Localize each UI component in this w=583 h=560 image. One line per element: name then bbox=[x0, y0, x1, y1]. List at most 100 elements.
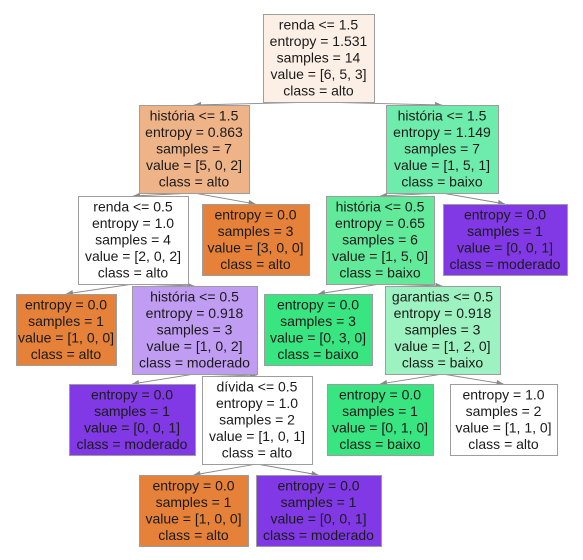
node-text-line: value = [0, 1, 0] bbox=[332, 419, 428, 435]
node-box bbox=[202, 204, 310, 276]
node-text-line: value = [1, 0, 2] bbox=[146, 338, 242, 354]
node-text-line: entropy = 0.918 bbox=[146, 305, 244, 321]
node-text-line: samples = 3 bbox=[157, 322, 233, 338]
tree-edge bbox=[65, 283, 134, 295]
node-box bbox=[327, 384, 434, 456]
node-box bbox=[69, 384, 196, 456]
tree-edge bbox=[193, 192, 256, 205]
node-text-line: samples = 2 bbox=[219, 412, 295, 428]
node-text-line: class = alto bbox=[158, 527, 229, 543]
node-box bbox=[450, 384, 558, 456]
node-box bbox=[264, 294, 373, 366]
node-text-line: samples = 3 bbox=[280, 313, 356, 329]
node-text-line: value = [3, 0, 0] bbox=[207, 239, 303, 255]
node-text-line: história <= 0.5 bbox=[336, 199, 425, 215]
node-text-line: class = baixo bbox=[339, 265, 421, 281]
node-text-line: class = baixo bbox=[339, 436, 421, 452]
node-text-line: class = alto bbox=[159, 174, 230, 190]
node-box bbox=[326, 196, 435, 285]
node-text-line: value = [1, 5, 1] bbox=[394, 157, 490, 173]
tree-edge bbox=[131, 373, 195, 385]
node-text-line: samples = 1 bbox=[281, 494, 357, 510]
node-text-line: entropy = 1.0 bbox=[462, 386, 544, 402]
node-text-line: entropy = 0.0 bbox=[91, 386, 173, 402]
node-text-line: value = [6, 5, 3] bbox=[270, 66, 366, 82]
node-text-line: entropy = 1.531 bbox=[270, 33, 368, 49]
node-box bbox=[139, 105, 250, 194]
node-text-line: entropy = 1.0 bbox=[216, 395, 298, 411]
node-text-line: class = alto bbox=[98, 265, 169, 281]
node-text-line: samples = 1 bbox=[156, 494, 232, 510]
node-text-line: value = [1, 5, 0] bbox=[332, 248, 428, 264]
node-text-line: entropy = 0.918 bbox=[394, 305, 492, 321]
tree-edge bbox=[317, 283, 381, 295]
node-text-line: entropy = 0.0 bbox=[152, 477, 234, 493]
node-text-line: value = [1, 0, 0] bbox=[145, 510, 241, 526]
node-text-line: class = moderado bbox=[139, 355, 250, 371]
node-text-line: samples = 1 bbox=[467, 223, 543, 239]
tree-edge bbox=[442, 373, 504, 385]
node-text-line: entropy = 0.0 bbox=[25, 296, 107, 312]
node-text-line: história <= 1.5 bbox=[398, 108, 487, 124]
node-text-line: samples = 6 bbox=[342, 232, 418, 248]
node-text-line: value = [2, 0, 2] bbox=[85, 248, 181, 264]
node-text-line: entropy = 0.0 bbox=[277, 296, 359, 312]
node-text-line: class = moderado bbox=[450, 256, 561, 272]
node-text-line: class = alto bbox=[283, 83, 354, 99]
tree-edge bbox=[256, 463, 319, 476]
node-box bbox=[386, 105, 499, 194]
node-text-line: class = baixo bbox=[401, 174, 483, 190]
node-text-line: entropy = 0.863 bbox=[145, 124, 243, 140]
node-box bbox=[202, 376, 313, 465]
node-text-line: samples = 1 bbox=[342, 403, 418, 419]
node-text-line: samples = 3 bbox=[405, 322, 481, 338]
node-box bbox=[385, 286, 501, 375]
node-box bbox=[16, 294, 117, 366]
node-text-line: samples = 2 bbox=[466, 403, 542, 419]
node-text-line: entropy = 0.0 bbox=[214, 206, 296, 222]
node-text-line: samples = 1 bbox=[28, 313, 104, 329]
node-text-line: value = [1, 2, 0] bbox=[394, 338, 490, 354]
node-text-line: class = moderado bbox=[77, 436, 188, 452]
node-text-line: value = [0, 0, 1] bbox=[270, 510, 366, 526]
node-box bbox=[443, 204, 568, 276]
node-text-line: entropy = 0.65 bbox=[335, 215, 425, 231]
tree-edge bbox=[193, 463, 258, 476]
node-text-line: dívida <= 0.5 bbox=[217, 379, 298, 395]
node-text-line: value = [1, 1, 0] bbox=[455, 419, 551, 435]
node-text-line: entropy = 1.0 bbox=[92, 215, 174, 231]
node-text-line: história <= 0.5 bbox=[150, 289, 239, 305]
node-text-line: value = [0, 0, 1] bbox=[84, 419, 180, 435]
node-text-line: samples = 4 bbox=[95, 232, 171, 248]
node-text-line: class = baixo bbox=[402, 355, 484, 371]
node-text-line: value = [0, 0, 1] bbox=[457, 239, 553, 255]
node-text-line: samples = 7 bbox=[156, 141, 232, 157]
tree-edge bbox=[379, 373, 443, 385]
tree-edge bbox=[441, 192, 506, 205]
node-box bbox=[256, 475, 382, 547]
node-text-line: class = alto bbox=[468, 436, 539, 452]
node-text-line: entropy = 0.0 bbox=[339, 386, 421, 402]
node-text-line: renda <= 0.5 bbox=[93, 199, 173, 215]
node-box bbox=[132, 286, 258, 375]
node-text-line: class = alto bbox=[220, 256, 291, 272]
node-text-line: renda <= 1.5 bbox=[279, 17, 359, 33]
node-text-line: samples = 3 bbox=[218, 223, 294, 239]
node-box bbox=[263, 14, 375, 103]
